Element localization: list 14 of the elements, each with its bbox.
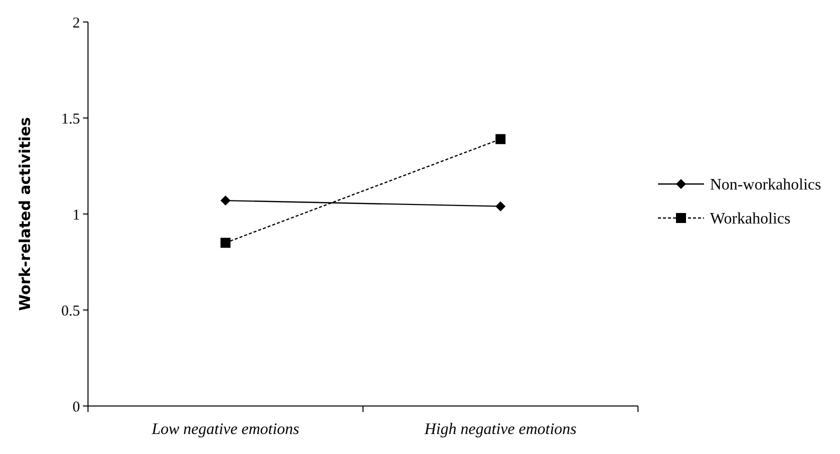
y-tick-label: 1 bbox=[72, 207, 80, 224]
point bbox=[220, 238, 230, 248]
y-axis-title: Work-related activities bbox=[16, 117, 34, 311]
point bbox=[496, 201, 506, 212]
point bbox=[496, 134, 506, 144]
y-tick-label: 0.5 bbox=[61, 303, 80, 320]
x-tick-label: Low negative emotions bbox=[150, 421, 300, 438]
y-tick-label: 0 bbox=[72, 399, 80, 416]
y-tick-label: 2 bbox=[72, 15, 80, 32]
x-tick-label: High negative emotions bbox=[424, 421, 576, 438]
legend-label: Non-workaholics bbox=[710, 176, 822, 194]
y-tick-label: 1.5 bbox=[61, 111, 80, 128]
legend-label: Workaholics bbox=[710, 210, 790, 228]
point bbox=[220, 196, 230, 206]
